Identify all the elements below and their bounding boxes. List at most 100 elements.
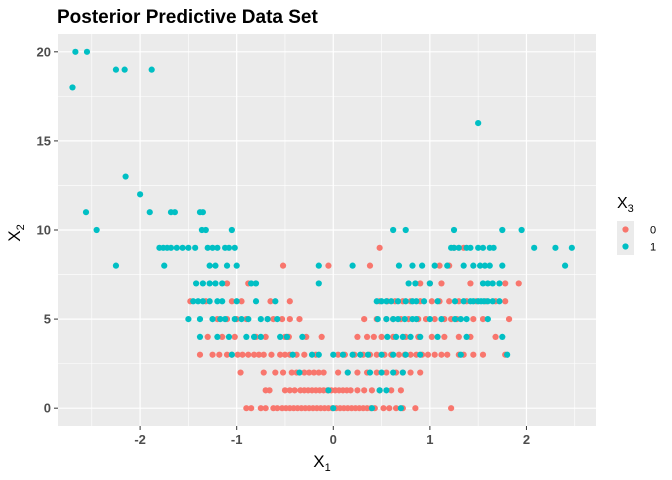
data-point-x3-0 xyxy=(502,280,509,287)
data-point-x3-1 xyxy=(325,387,332,394)
data-point-x3-0 xyxy=(438,351,445,358)
data-point-x3-1 xyxy=(272,298,279,305)
data-point-x3-1 xyxy=(330,351,337,358)
data-point-x3-0 xyxy=(196,351,204,358)
y-tick-label: 0 xyxy=(44,401,51,416)
data-point-x3-0 xyxy=(301,351,308,358)
data-point-x3-0 xyxy=(505,315,513,323)
data-point-x3-1 xyxy=(214,333,221,341)
data-point-x3-0 xyxy=(373,369,380,376)
data-point-x3-1 xyxy=(402,226,409,234)
data-point-x3-1 xyxy=(206,262,213,269)
data-point-x3-0 xyxy=(262,333,269,341)
chart-title: Posterior Predictive Data Set xyxy=(57,7,318,28)
data-point-x3-0 xyxy=(376,244,383,251)
data-point-x3-1 xyxy=(206,280,213,287)
data-point-x3-0 xyxy=(234,351,241,358)
data-point-x3-1 xyxy=(167,244,175,251)
data-point-x3-1 xyxy=(349,351,356,358)
data-point-x3-1 xyxy=(413,315,420,323)
data-point-x3-1 xyxy=(460,262,467,269)
legend-entries: 01 xyxy=(617,221,656,255)
data-point-x3-0 xyxy=(277,351,284,358)
data-point-x3-0 xyxy=(395,351,403,358)
data-point-x3-0 xyxy=(315,369,322,376)
data-point-x3-1 xyxy=(479,280,487,287)
data-point-x3-1 xyxy=(419,262,426,269)
data-point-x3-1 xyxy=(431,262,438,269)
data-point-x3-0 xyxy=(204,333,211,341)
data-point-x3-1 xyxy=(233,262,240,269)
data-point-x3-0 xyxy=(216,351,223,358)
data-point-x3-0 xyxy=(347,387,354,394)
data-point-x3-1 xyxy=(450,226,458,234)
data-point-x3-1 xyxy=(378,369,385,376)
data-point-x3-0 xyxy=(286,315,293,323)
y-axis-title: X2 xyxy=(5,224,27,241)
data-point-x3-1 xyxy=(426,280,433,287)
data-point-x3-1 xyxy=(481,262,489,269)
grid-major xyxy=(58,34,596,426)
data-point-x3-1 xyxy=(185,315,192,323)
x-tick-label: -1 xyxy=(231,432,243,447)
data-point-x3-0 xyxy=(361,387,368,394)
data-point-x3-0 xyxy=(388,387,395,394)
data-point-x3-1 xyxy=(225,333,233,341)
data-point-x3-1 xyxy=(475,119,482,127)
x-tick-label: 2 xyxy=(523,432,530,447)
legend-title: X3 xyxy=(617,195,634,215)
data-point-x3-1 xyxy=(366,369,374,376)
data-point-x3-1 xyxy=(121,66,128,73)
x-tick-label: -2 xyxy=(134,432,146,447)
data-point-x3-1 xyxy=(373,298,380,305)
data-point-x3-1 xyxy=(238,315,245,323)
data-point-x3-1 xyxy=(204,244,211,251)
data-point-x3-1 xyxy=(196,315,204,323)
data-point-x3-0 xyxy=(257,405,264,412)
data-point-x3-1 xyxy=(308,351,316,358)
data-point-x3-1 xyxy=(417,351,424,358)
data-point-x3-1 xyxy=(397,405,404,412)
data-point-x3-1 xyxy=(257,333,264,341)
x-axis-title: X1 xyxy=(313,452,330,474)
data-point-x3-1 xyxy=(388,298,395,305)
data-point-x3-1 xyxy=(378,298,385,305)
data-point-x3-1 xyxy=(394,315,402,323)
data-point-x3-1 xyxy=(409,262,416,269)
data-point-x3-1 xyxy=(407,333,414,341)
data-point-x3-1 xyxy=(274,315,281,323)
data-point-x3-1 xyxy=(402,298,409,305)
data-point-x3-1 xyxy=(289,351,296,358)
data-point-x3-1 xyxy=(383,298,390,305)
data-point-x3-1 xyxy=(484,280,491,287)
data-point-x3-1 xyxy=(463,315,470,323)
data-point-x3-0 xyxy=(267,298,274,305)
data-point-x3-0 xyxy=(363,333,371,341)
data-point-x3-1 xyxy=(413,298,420,305)
data-point-x3-1 xyxy=(231,315,238,323)
data-point-x3-1 xyxy=(228,351,235,358)
data-point-x3-1 xyxy=(199,209,206,216)
data-point-x3-0 xyxy=(260,351,267,358)
data-point-x3-1 xyxy=(179,244,186,251)
data-point-x3-1 xyxy=(499,226,506,234)
data-point-x3-1 xyxy=(420,298,428,305)
data-point-x3-1 xyxy=(194,298,202,305)
data-point-x3-0 xyxy=(470,351,477,358)
data-point-x3-0 xyxy=(380,405,387,412)
data-point-x3-1 xyxy=(467,244,474,251)
data-point-x3-1 xyxy=(490,244,497,251)
data-point-x3-0 xyxy=(250,351,258,358)
x-tick-label: 0 xyxy=(330,432,337,447)
data-point-x3-0 xyxy=(370,333,377,341)
data-point-x3-0 xyxy=(383,369,390,376)
data-point-x3-0 xyxy=(368,387,376,394)
data-point-x3-1 xyxy=(209,244,216,251)
data-point-x3-1 xyxy=(484,298,491,305)
data-point-x3-1 xyxy=(344,369,351,376)
data-point-x3-1 xyxy=(470,298,477,305)
data-point-x3-1 xyxy=(383,315,390,323)
data-point-x3-0 xyxy=(228,298,235,305)
data-point-x3-1 xyxy=(212,280,219,287)
legend-key-point xyxy=(622,226,629,233)
